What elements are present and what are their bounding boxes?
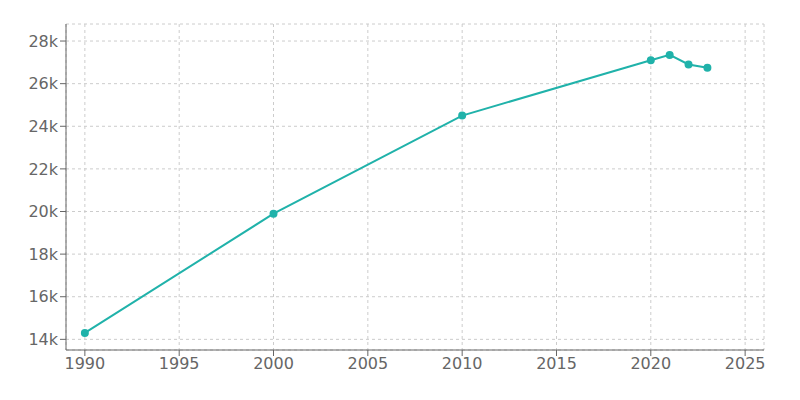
svg-text:26k: 26k [28, 74, 58, 93]
svg-text:16k: 16k [28, 287, 58, 306]
svg-text:18k: 18k [28, 245, 58, 264]
svg-text:2015: 2015 [536, 354, 577, 373]
svg-text:14k: 14k [28, 330, 58, 349]
svg-text:2005: 2005 [347, 354, 388, 373]
svg-text:28k: 28k [28, 32, 58, 51]
svg-text:2000: 2000 [253, 354, 294, 373]
svg-text:20k: 20k [28, 202, 58, 221]
svg-text:22k: 22k [28, 160, 58, 179]
svg-text:2010: 2010 [442, 354, 483, 373]
svg-text:24k: 24k [28, 117, 58, 136]
svg-text:2025: 2025 [725, 354, 766, 373]
svg-text:1990: 1990 [65, 354, 106, 373]
svg-text:1995: 1995 [159, 354, 200, 373]
svg-text:2020: 2020 [630, 354, 671, 373]
